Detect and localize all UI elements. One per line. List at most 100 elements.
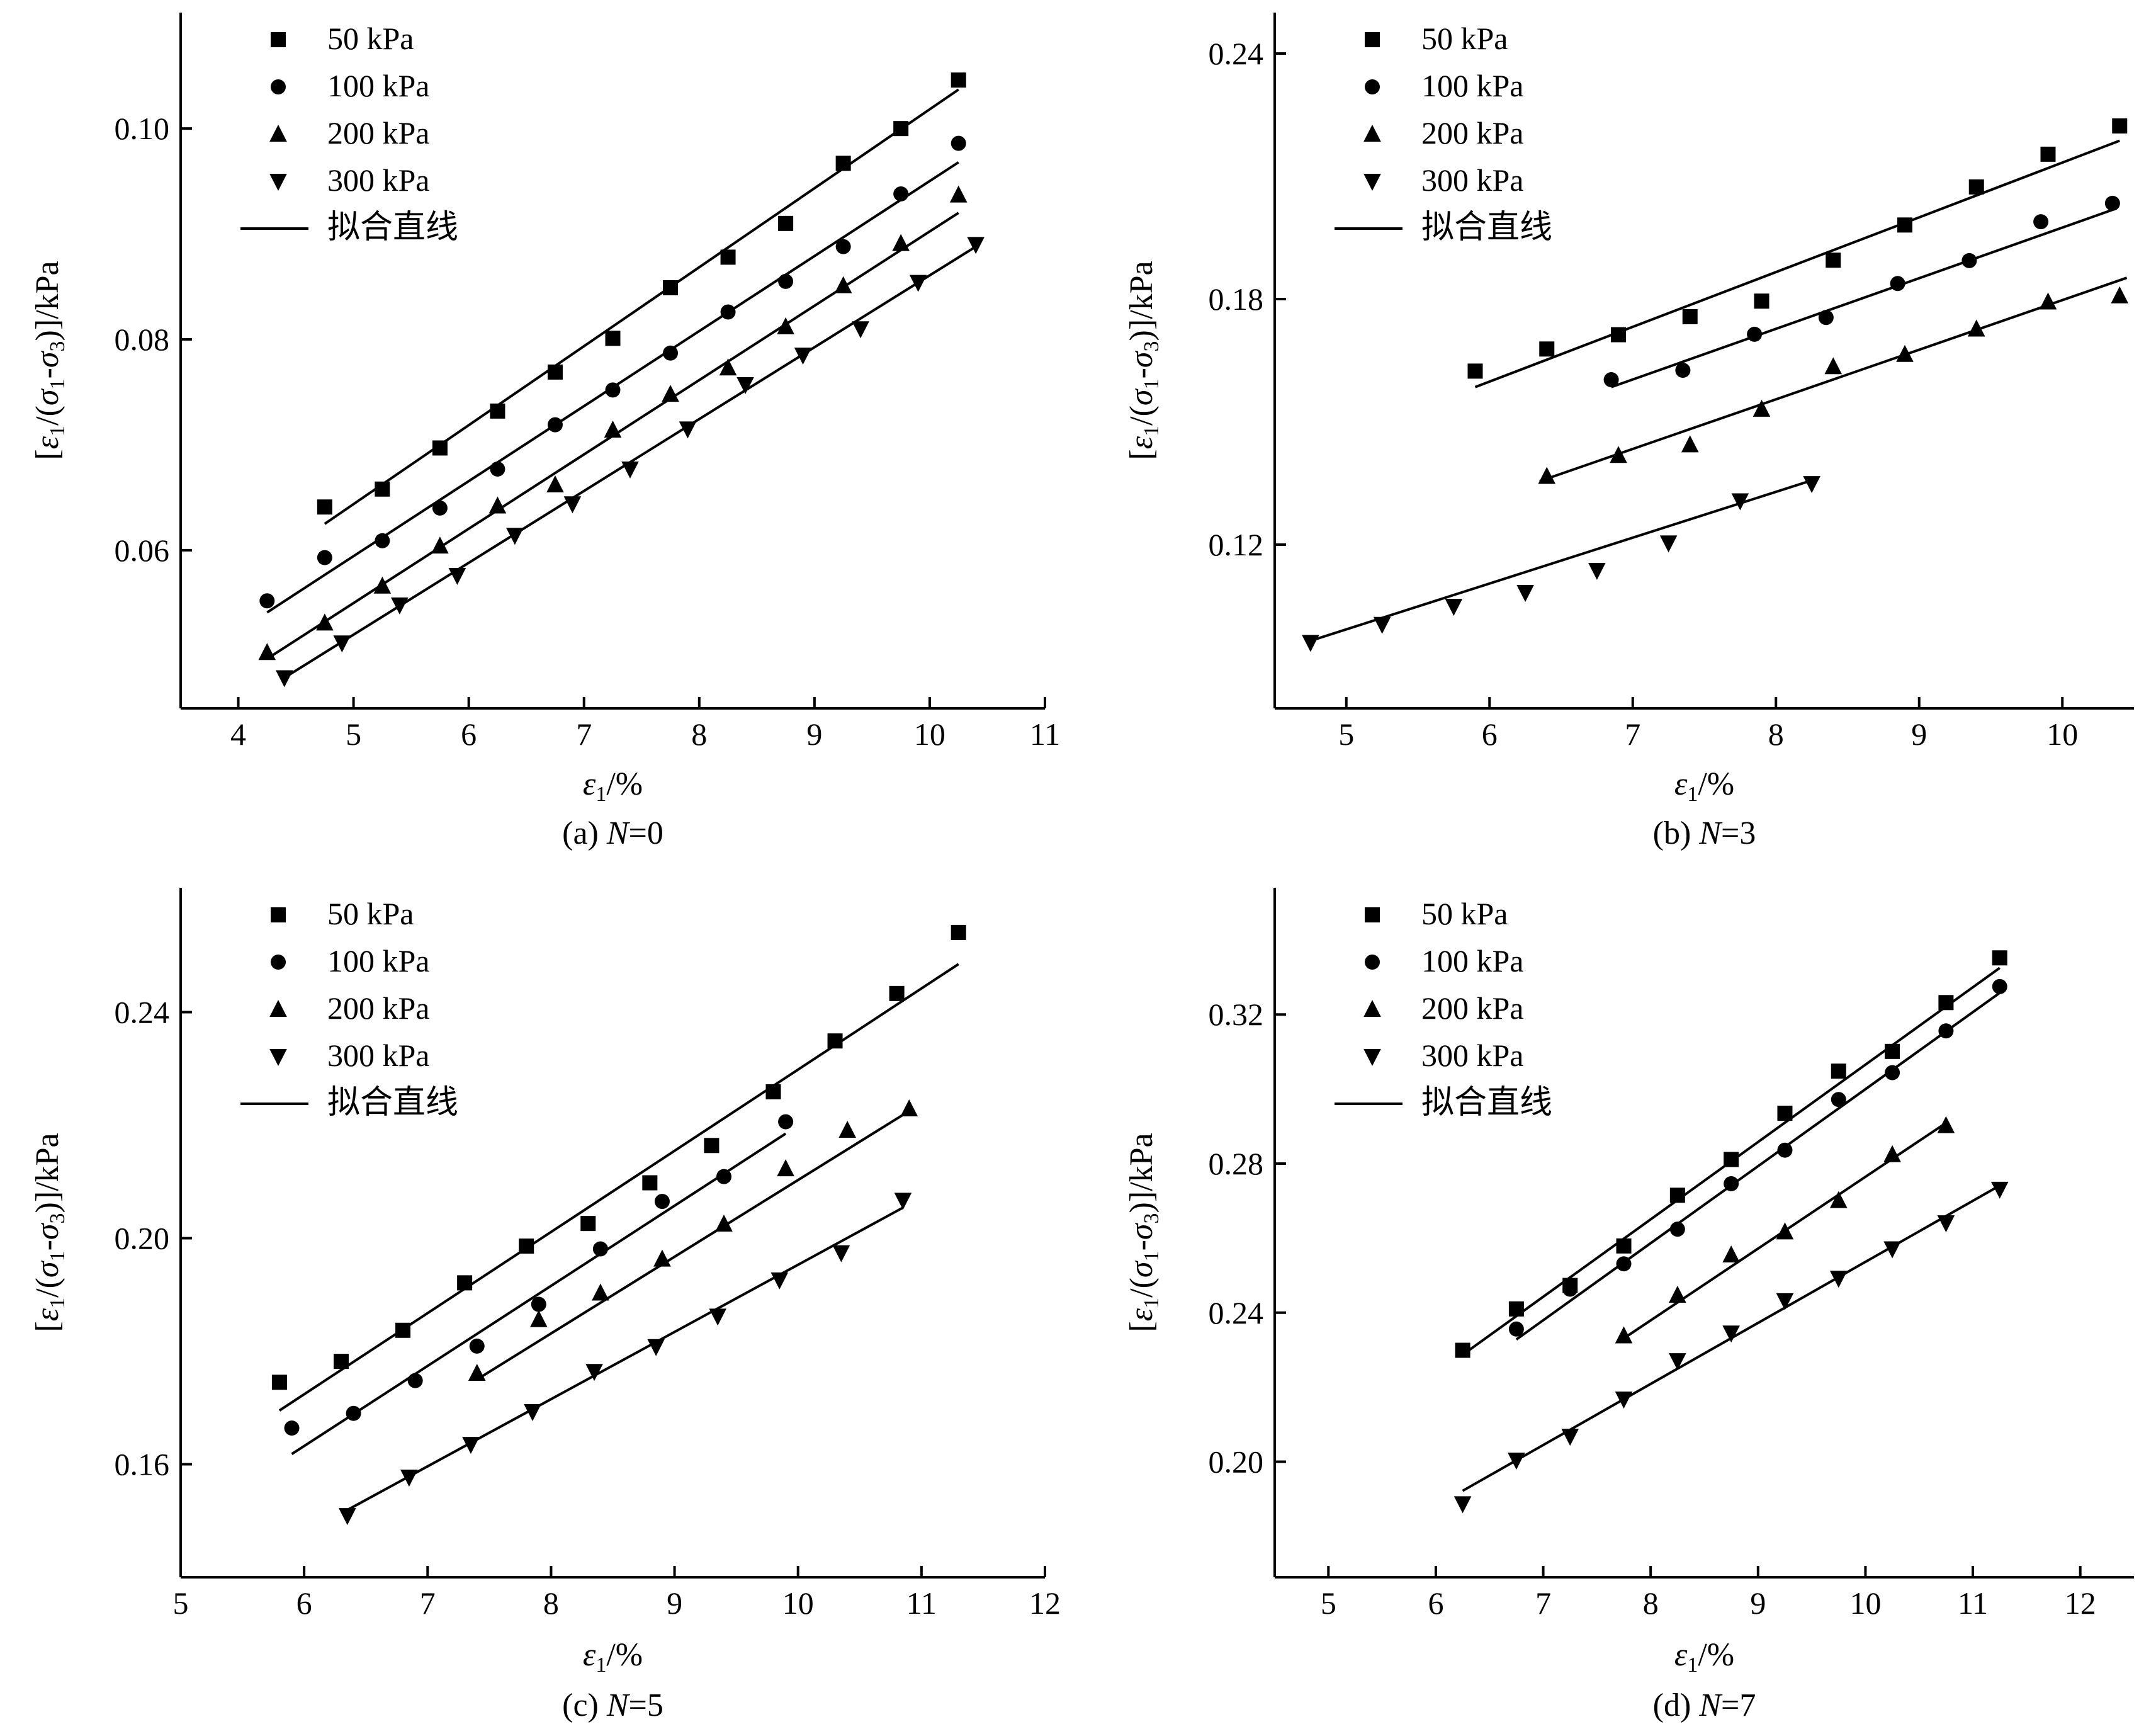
data-point	[1992, 978, 2007, 994]
data-point	[469, 1338, 485, 1354]
data-point	[488, 496, 507, 514]
data-point	[605, 382, 621, 398]
data-point	[1990, 1181, 2009, 1199]
fit-line	[1474, 139, 2120, 388]
data-point	[951, 72, 966, 88]
data-point	[258, 643, 276, 660]
y-tick-label: 0.24	[1209, 36, 1264, 71]
data-point	[852, 321, 869, 339]
fit-line	[476, 1109, 910, 1381]
data-point	[663, 280, 679, 295]
data-point	[2033, 214, 2049, 230]
data-point	[1754, 293, 1769, 309]
x-axis-title: ε1/%	[583, 1637, 643, 1677]
data-point	[1752, 399, 1771, 417]
legend-marker	[269, 1000, 287, 1017]
data-point	[1603, 372, 1619, 388]
data-point	[794, 348, 812, 365]
fit-line	[1515, 992, 2001, 1341]
data-point	[1467, 363, 1483, 379]
data-point	[719, 358, 737, 376]
x-tick-label: 6	[461, 717, 477, 752]
x-tick-label: 8	[543, 1585, 559, 1621]
legend-marker	[1365, 907, 1380, 922]
data-point	[1803, 476, 1820, 494]
data-point	[1669, 1285, 1686, 1303]
data-point	[778, 1114, 794, 1130]
fit-line	[291, 1132, 787, 1456]
data-point	[1445, 599, 1463, 616]
data-point	[1675, 363, 1691, 378]
series-50-kpa	[1467, 118, 2128, 388]
data-point	[333, 1354, 349, 1369]
data-point	[490, 461, 505, 477]
data-point	[531, 1296, 546, 1312]
legend-label: 200 kPa	[1421, 990, 1524, 1026]
legend-marker	[271, 32, 286, 47]
data-point	[580, 1216, 596, 1232]
data-point	[1829, 1271, 1848, 1288]
data-point	[1615, 1392, 1633, 1409]
data-point	[654, 1194, 670, 1210]
x-tick-label: 6	[1482, 717, 1498, 752]
x-tick-label: 10	[1849, 1585, 1881, 1621]
series-100-kpa	[284, 1114, 794, 1456]
data-point	[1302, 635, 1319, 652]
data-point	[2112, 118, 2128, 134]
data-point	[653, 1249, 671, 1267]
legend-fit-label: 拟合直线	[1421, 1084, 1552, 1121]
data-point	[1824, 357, 1843, 375]
data-point	[949, 185, 968, 203]
data-point	[827, 1033, 843, 1049]
data-point	[1659, 535, 1678, 553]
legend-fit-label: 拟合直线	[327, 208, 458, 246]
legend-label: 300 kPa	[1421, 1038, 1524, 1073]
data-point	[777, 1159, 794, 1177]
series-50-kpa	[1455, 950, 2007, 1358]
data-point	[716, 1169, 732, 1184]
data-point	[765, 1084, 781, 1100]
x-tick-label: 5	[1321, 1585, 1336, 1621]
data-point	[1890, 276, 1905, 292]
data-point	[317, 550, 332, 565]
data-point	[777, 317, 794, 334]
series-200-kpa	[468, 1099, 918, 1381]
series-50-kpa	[317, 72, 966, 525]
x-tick-label: 4	[230, 717, 246, 752]
legend: 50 kPa 100 kPa 200 kPa 300 kPa 拟合直线	[1335, 896, 1552, 1121]
data-point	[1968, 179, 1984, 195]
data-point	[1508, 1301, 1524, 1317]
x-tick-label: 8	[1643, 1585, 1659, 1621]
data-point	[1681, 435, 1699, 453]
data-point	[1992, 950, 2007, 966]
data-point	[889, 985, 905, 1001]
y-tick-label: 0.24	[115, 994, 170, 1029]
data-point	[1508, 1453, 1525, 1470]
data-point	[835, 239, 851, 254]
data-point	[338, 1508, 356, 1526]
chart-panel-b: 5 6 7 8 9 10 0.12 0.18 0.24 ε1/% [ε1/(σ1-σ3)]/kPa (…	[1124, 13, 2134, 851]
panel-caption: (b) N=3	[1653, 815, 1756, 851]
data-point	[2040, 146, 2056, 162]
data-point	[391, 597, 409, 615]
data-point	[1616, 1256, 1632, 1272]
legend-marker	[269, 125, 287, 142]
data-point	[1937, 1215, 1955, 1233]
chart-panel-c: 5 6 7 8 9 10 11 12 0.16 0.20 0.24 ε1/% [ε1/(σ1-σ3)]/…	[30, 888, 1061, 1723]
legend-label: 50 kPa	[327, 21, 414, 56]
chart-panel-d: 5 6 7 8 9 10 11 12 0.20 0.24 0.28 0.32 ε1/% [ε1/(σ1-σ…	[1124, 888, 2134, 1723]
data-point	[375, 533, 390, 548]
data-point	[547, 417, 563, 433]
data-point	[1615, 1326, 1633, 1344]
data-point	[432, 440, 448, 456]
panel-caption: (d) N=7	[1653, 1687, 1756, 1723]
data-point	[333, 635, 351, 653]
legend-marker	[1365, 79, 1380, 94]
legend: 50 kPa 100 kPa 200 kPa 300 kPa 拟合直线	[240, 21, 458, 246]
x-tick-label: 8	[691, 717, 707, 752]
data-point	[316, 613, 334, 631]
series-100-kpa	[1508, 978, 2007, 1341]
legend-label: 100 kPa	[327, 68, 430, 103]
data-point	[1826, 252, 1841, 268]
data-point	[838, 1121, 856, 1138]
